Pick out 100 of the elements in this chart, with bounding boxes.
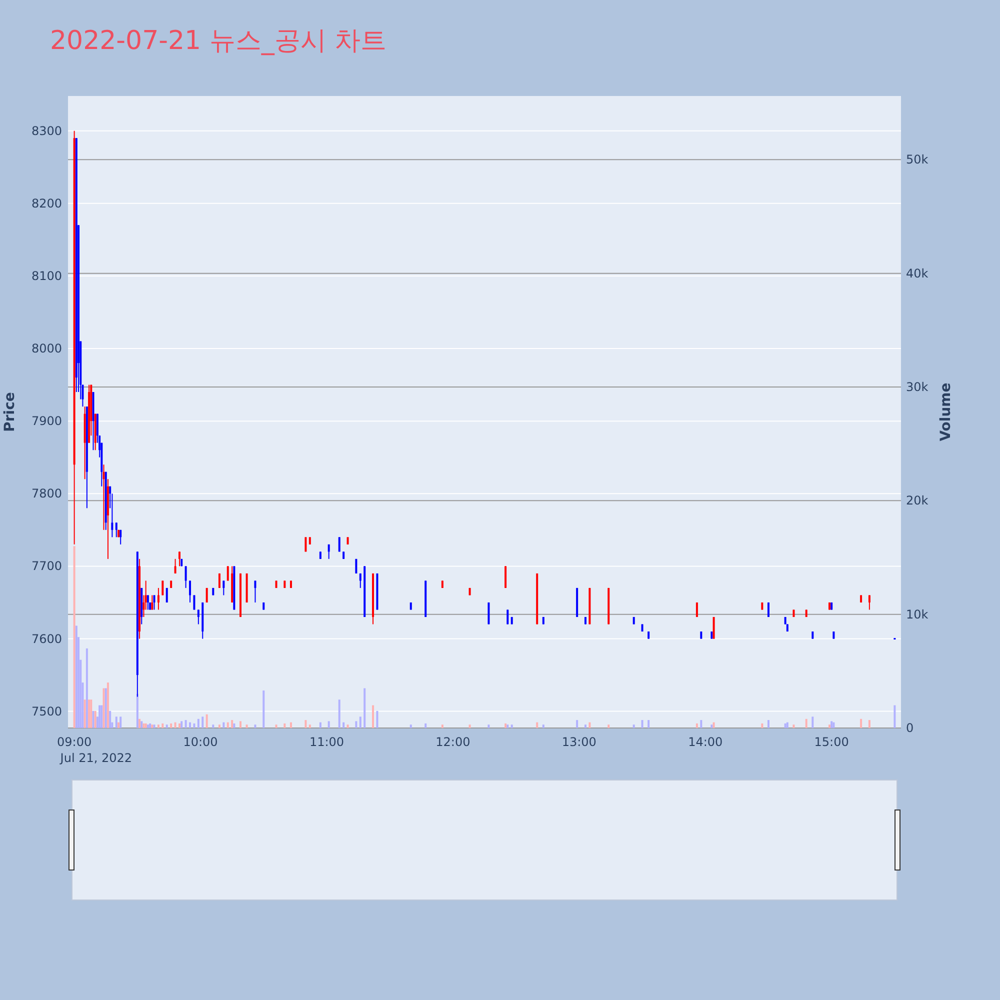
bar bbox=[174, 722, 176, 728]
bar bbox=[488, 724, 490, 728]
bar bbox=[632, 724, 635, 728]
bar bbox=[304, 720, 307, 728]
bar bbox=[441, 724, 444, 728]
candlestick bbox=[304, 536, 307, 552]
bar bbox=[812, 716, 814, 728]
bar bbox=[88, 700, 90, 728]
bar bbox=[510, 724, 513, 728]
bar bbox=[226, 722, 229, 728]
y-tick-label: 7800 bbox=[31, 486, 62, 501]
bar bbox=[536, 722, 538, 728]
bar bbox=[830, 721, 833, 728]
y-tick-label: 7500 bbox=[31, 704, 62, 718]
bar bbox=[136, 694, 138, 728]
bar bbox=[218, 724, 220, 728]
bar bbox=[792, 724, 795, 728]
bar bbox=[588, 722, 591, 728]
x-tick-label: 13:00 bbox=[562, 735, 596, 749]
bar bbox=[342, 722, 345, 728]
candlestick bbox=[767, 602, 770, 618]
bar bbox=[100, 705, 103, 728]
bar bbox=[98, 705, 101, 728]
candlestick bbox=[696, 602, 698, 618]
y-tick-label: 8000 bbox=[31, 342, 62, 356]
bar bbox=[193, 723, 196, 728]
bar bbox=[275, 724, 278, 728]
bar bbox=[372, 705, 374, 728]
bar bbox=[767, 720, 770, 728]
candlestick bbox=[218, 572, 220, 588]
candlestick bbox=[193, 594, 196, 610]
bar bbox=[860, 718, 862, 728]
y2-tick-label: 10k bbox=[906, 607, 928, 622]
bar bbox=[761, 723, 764, 728]
bar bbox=[75, 626, 78, 728]
bar bbox=[157, 724, 160, 728]
bar bbox=[212, 724, 214, 728]
bar bbox=[319, 722, 322, 728]
candlestick bbox=[178, 551, 180, 567]
bar bbox=[86, 648, 88, 728]
x-tick-label: 11:00 bbox=[309, 735, 344, 749]
candlestick bbox=[868, 594, 870, 610]
y2-tick-label: 0 bbox=[906, 721, 914, 735]
bar bbox=[641, 720, 644, 728]
bar bbox=[184, 720, 187, 728]
bar bbox=[178, 723, 180, 728]
bar bbox=[117, 722, 120, 728]
bar bbox=[233, 723, 236, 728]
bar bbox=[197, 718, 200, 728]
candlestick bbox=[338, 536, 340, 552]
bar bbox=[359, 716, 362, 728]
bar bbox=[202, 716, 204, 728]
bar bbox=[162, 723, 164, 728]
x-tick-label: 15:00 bbox=[814, 735, 849, 749]
bar bbox=[828, 724, 830, 728]
bar bbox=[608, 724, 610, 728]
bar bbox=[239, 721, 242, 728]
bar bbox=[784, 723, 786, 728]
x-tick-label: 10:00 bbox=[183, 735, 218, 749]
bar bbox=[410, 724, 412, 728]
bar bbox=[138, 718, 141, 728]
candlestick bbox=[504, 566, 507, 588]
bar bbox=[468, 724, 471, 728]
x-tick-label: 12:00 bbox=[436, 735, 470, 749]
bar bbox=[189, 722, 192, 728]
bar bbox=[376, 710, 378, 728]
candlestick bbox=[328, 544, 330, 560]
candlestick bbox=[226, 566, 229, 582]
candlestick bbox=[359, 572, 362, 588]
candlestick bbox=[102, 464, 105, 530]
bar bbox=[805, 718, 808, 728]
bar bbox=[231, 720, 234, 728]
bar bbox=[542, 724, 544, 728]
bar bbox=[84, 700, 86, 728]
candlestick bbox=[115, 522, 118, 538]
bar bbox=[338, 700, 340, 728]
bar bbox=[894, 705, 896, 728]
candlestick bbox=[146, 594, 149, 610]
bar bbox=[115, 716, 118, 728]
candlestick bbox=[111, 493, 114, 538]
candlestick bbox=[355, 558, 358, 574]
bar bbox=[424, 723, 427, 728]
candlestick bbox=[712, 616, 715, 640]
candlestick bbox=[254, 580, 256, 603]
bar bbox=[700, 720, 702, 728]
bar bbox=[222, 722, 225, 728]
candlestick bbox=[189, 580, 192, 603]
candlestick bbox=[206, 587, 208, 603]
bar bbox=[290, 722, 292, 728]
y2-tick-label: 40k bbox=[906, 266, 928, 280]
candlestick bbox=[82, 384, 84, 408]
candlestick bbox=[222, 580, 225, 596]
bar bbox=[355, 721, 358, 728]
bar bbox=[710, 724, 713, 728]
candlestick bbox=[151, 594, 154, 610]
y-tick-label: 8200 bbox=[31, 196, 62, 210]
y-tick-label: 8100 bbox=[31, 268, 62, 283]
candlestick bbox=[157, 587, 160, 610]
bar bbox=[206, 714, 208, 728]
bar bbox=[786, 722, 788, 728]
